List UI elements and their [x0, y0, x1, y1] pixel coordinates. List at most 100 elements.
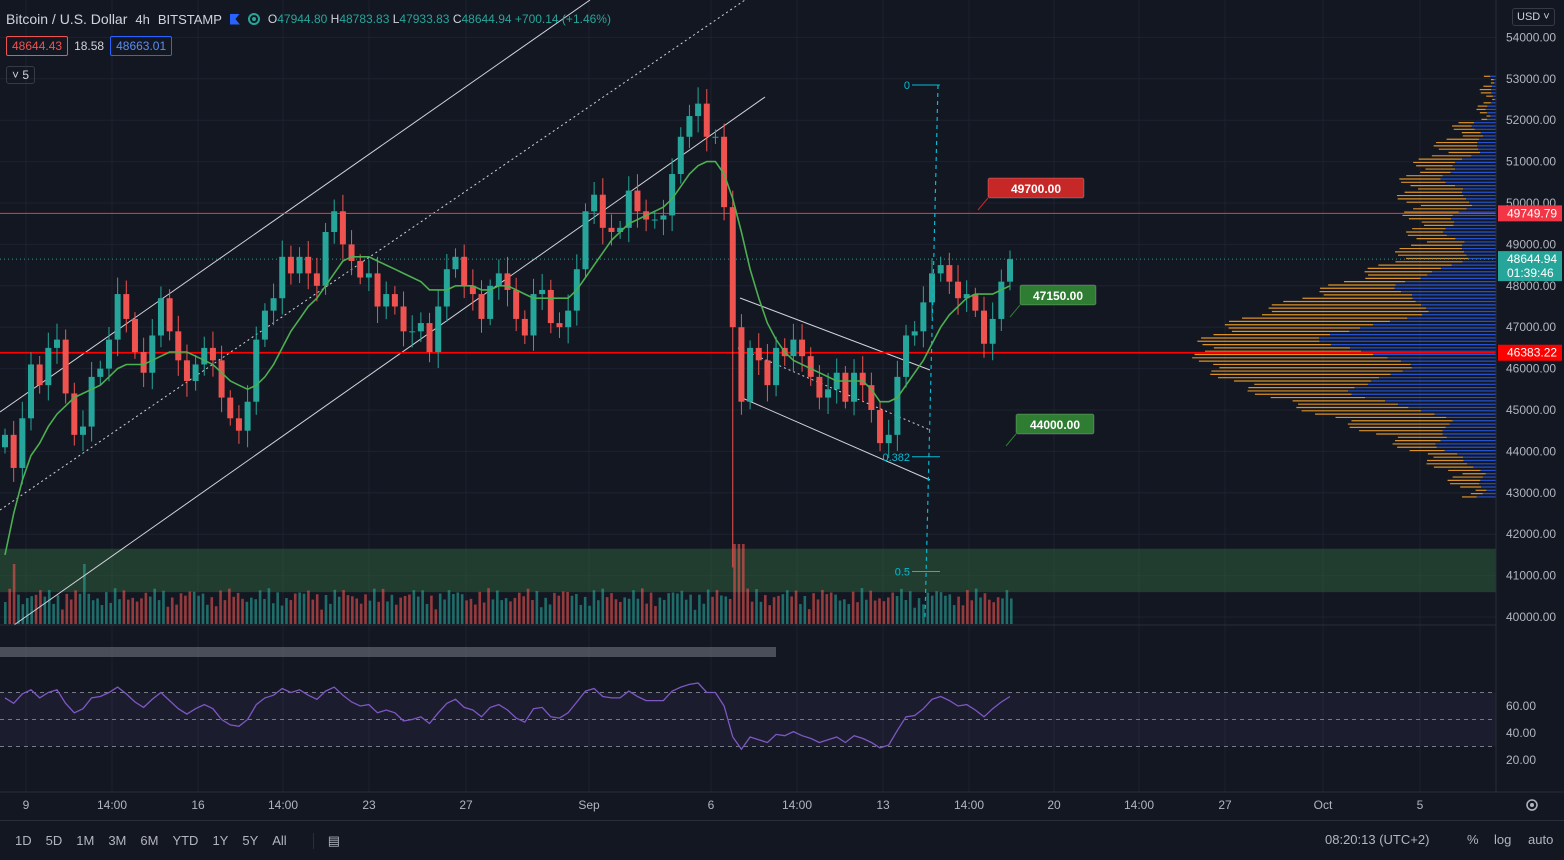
clock[interactable]: 08:20:13 (UTC+2) — [1325, 832, 1430, 847]
percent-toggle[interactable]: % — [1467, 832, 1479, 847]
volume-bar — [777, 595, 780, 624]
volume-bar — [829, 592, 833, 624]
time-tick-label: 20 — [1047, 798, 1061, 812]
candle-body — [963, 294, 970, 299]
volume-bar — [456, 592, 460, 624]
settings-gear-icon[interactable] — [1526, 799, 1538, 811]
volume-bar — [640, 588, 644, 624]
candle-body — [201, 347, 208, 365]
range-button-ytd[interactable]: YTD — [172, 833, 199, 848]
volume-bar — [254, 599, 258, 624]
volume-bar — [588, 605, 591, 624]
volume-bar — [144, 592, 148, 624]
volume-bar — [223, 600, 227, 624]
volume-bar — [403, 596, 407, 624]
descending-channel-lower — [739, 396, 931, 481]
ascending-channel-mid — [0, 0, 746, 511]
volume-bar — [500, 600, 504, 624]
volume-bar — [412, 590, 416, 624]
axis-background — [1496, 0, 1564, 792]
volume-bar — [698, 594, 701, 624]
volume-bar — [368, 600, 372, 624]
volume-bar — [399, 597, 402, 624]
currency-button[interactable]: USD ˅ — [1512, 8, 1555, 26]
range-button-all[interactable]: All — [272, 833, 287, 848]
axis-price-tag-label: 46383.22 — [1507, 346, 1557, 360]
auto-toggle[interactable]: auto — [1528, 832, 1554, 847]
range-button-5y[interactable]: 5Y — [242, 833, 259, 848]
fib-retracement[interactable]: 0 0.382 0.5 — [882, 80, 940, 619]
volume-bar — [680, 590, 684, 624]
indicators-count: 5 — [22, 68, 30, 82]
sell-button[interactable]: 48644.43 — [6, 36, 69, 56]
time-axis[interactable]: 9 14:00 16 14:00 23 27 Sep 6 14:00 13 14:00 20 14:00… — [0, 791, 1564, 812]
time-tick-label: 14:00 — [782, 798, 812, 812]
candle-body — [599, 194, 606, 228]
candle-body — [738, 327, 745, 402]
volume-profile — [1192, 75, 1496, 498]
volume-bar — [526, 588, 530, 624]
symbol-name[interactable]: Bitcoin / U.S. Dollar — [6, 11, 128, 27]
volume-bar — [610, 593, 613, 624]
range-button-5d[interactable]: 5D — [45, 833, 63, 848]
volume-bar — [728, 598, 732, 624]
interval[interactable]: 4h — [135, 11, 150, 27]
range-button-3m[interactable]: 3M — [108, 833, 127, 848]
range-button-1d[interactable]: 1D — [15, 833, 32, 848]
volume-bars — [4, 544, 1013, 624]
rsi-pane — [0, 624, 1564, 751]
volume-bar — [12, 564, 16, 624]
price-tick-label: 41000.00 — [1506, 569, 1556, 583]
volume-bar — [557, 595, 561, 624]
volume-bar — [131, 597, 134, 624]
volume-bar — [702, 603, 706, 624]
volume-bar — [320, 609, 323, 624]
time-tick-label: 27 — [1218, 798, 1232, 812]
candle-body — [729, 207, 736, 328]
volume-bar — [78, 593, 82, 624]
volume-bar — [957, 596, 960, 624]
price-notes[interactable]: 49700.00 47150.00 44000.00 — [977, 177, 1097, 447]
calendar-range-icon[interactable]: ▤ — [312, 832, 340, 849]
time-tick-label: Sep — [578, 798, 600, 812]
volume-bar — [377, 601, 381, 624]
candle-body — [868, 385, 875, 410]
volume-bar — [241, 598, 244, 624]
volume-bar — [575, 593, 578, 624]
volume-bar — [623, 597, 627, 624]
volume-bar — [522, 596, 525, 624]
candle-body — [426, 323, 433, 353]
candle-body — [261, 310, 268, 340]
candle-body — [253, 339, 260, 402]
indicators-toggle[interactable]: ˅ 5 — [6, 66, 36, 84]
volume-bar — [210, 597, 214, 624]
eye-icon[interactable] — [247, 13, 260, 25]
buy-button[interactable]: 48663.01 — [110, 36, 173, 56]
volume-bar — [561, 591, 565, 624]
volume-bar — [856, 602, 859, 624]
range-button-6m[interactable]: 6M — [140, 833, 159, 848]
time-tick-label: 6 — [708, 798, 715, 812]
volume-bar — [8, 588, 11, 624]
axis-price-tag-label: 48644.94 — [1507, 252, 1557, 266]
price-tick-label: 42000.00 — [1506, 527, 1556, 541]
volume-bar — [355, 598, 359, 624]
trend-channels[interactable] — [0, 0, 931, 626]
flag-icon[interactable] — [229, 13, 240, 25]
price-axis[interactable]: 40000.00 41000.00 42000.00 43000.00 44000.00… — [1495, 0, 1564, 792]
candle-body — [625, 190, 632, 228]
candle-body — [383, 294, 390, 307]
volume-bar — [614, 599, 618, 624]
log-toggle[interactable]: log — [1494, 832, 1512, 847]
volume-bar — [838, 600, 842, 624]
volume-bar — [772, 597, 776, 624]
range-button-1y[interactable]: 1Y — [212, 833, 229, 848]
candle-body — [149, 335, 156, 373]
range-button-1m[interactable]: 1M — [76, 833, 95, 848]
candle-body — [227, 397, 234, 419]
volume-bar — [148, 596, 152, 624]
volume-bar — [83, 564, 86, 624]
price-note-label: 44000.00 — [1030, 418, 1080, 432]
candle-body — [972, 294, 979, 311]
